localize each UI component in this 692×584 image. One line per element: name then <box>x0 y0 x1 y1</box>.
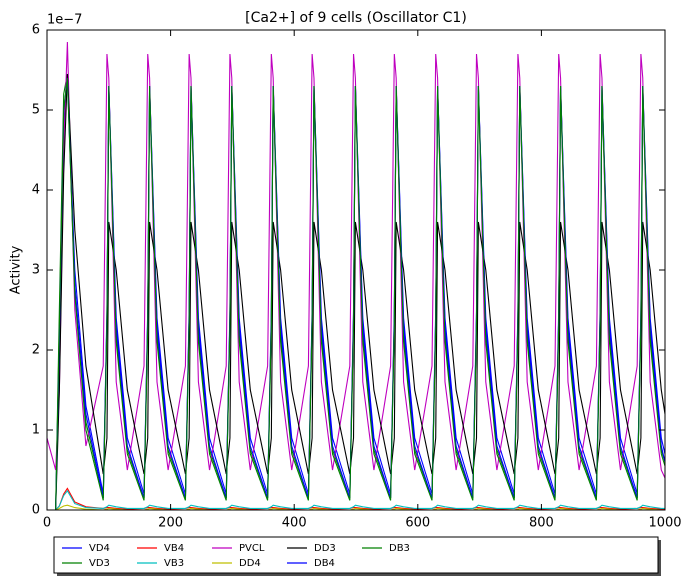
legend-label: DD4 <box>239 558 261 569</box>
y-tick-label: 6 <box>32 23 40 38</box>
series-line <box>47 73 666 511</box>
y-tick-label: 2 <box>32 343 40 358</box>
legend-box <box>53 536 659 574</box>
series-line <box>47 487 665 511</box>
legend-label: DB4 <box>314 558 335 569</box>
y-tick-label: 5 <box>32 103 40 118</box>
x-tick-label: 0 <box>43 516 51 531</box>
series-line <box>47 77 666 511</box>
legend-label: VD3 <box>89 558 110 569</box>
legend: VD4 VD3 VB4 VB3 PVCL DD4 DD3 DB4 DB3 <box>53 536 661 576</box>
y-tick-label: 1 <box>32 423 40 438</box>
series-line <box>47 77 666 511</box>
x-tick-label: 200 <box>158 516 183 531</box>
plot-area <box>46 41 666 511</box>
series-line <box>47 73 666 511</box>
legend-label: VB3 <box>164 558 184 569</box>
chart-title: [Ca2+] of 9 cells (Oscillator C1) <box>245 10 467 26</box>
x-tick-label: 600 <box>405 516 430 531</box>
legend-label: PVCL <box>239 543 265 554</box>
y-tick-label: 0 <box>32 503 40 518</box>
x-tick-label: 1000 <box>648 516 681 531</box>
legend-label: VD4 <box>89 543 110 554</box>
x-tick-label: 400 <box>282 516 307 531</box>
legend-label: DD3 <box>314 543 336 554</box>
y-tick-label: 4 <box>32 183 40 198</box>
x-tick-label: 800 <box>529 516 554 531</box>
series-line <box>47 73 666 511</box>
legend-label: DB3 <box>389 543 410 554</box>
series-line <box>47 489 665 511</box>
legend-label: VB4 <box>164 543 184 554</box>
offset-label: 1e−7 <box>47 13 82 28</box>
y-axis-label: Activity <box>9 245 24 294</box>
y-tick-label: 3 <box>32 263 40 278</box>
series-line <box>47 504 665 511</box>
